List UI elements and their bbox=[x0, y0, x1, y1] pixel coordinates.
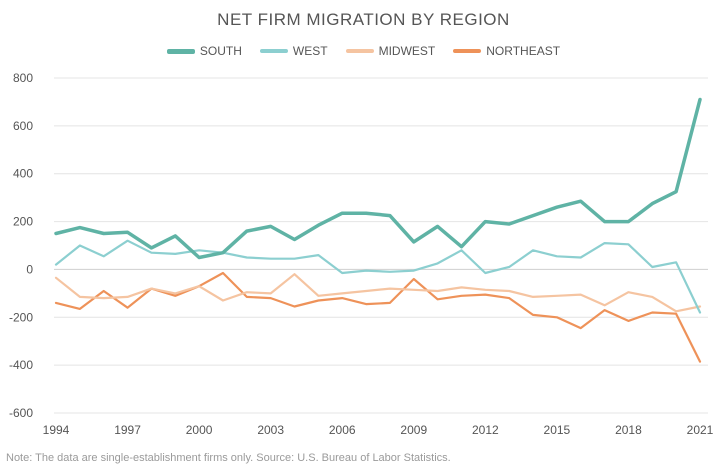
series-line-south bbox=[54, 97, 702, 260]
series-line-midwest bbox=[54, 273, 702, 313]
y-tick-label: -200 bbox=[9, 310, 33, 324]
y-tick-label: 600 bbox=[13, 119, 33, 133]
legend-label-south: SOUTH bbox=[199, 44, 242, 58]
legend-label-midwest: MIDWEST bbox=[378, 44, 436, 58]
series-lines bbox=[54, 97, 702, 363]
y-tick-label: 800 bbox=[13, 71, 33, 85]
x-tick-label: 1997 bbox=[114, 423, 141, 437]
legend: SOUTH WEST MIDWEST NORTHEAST bbox=[0, 44, 727, 58]
legend-label-west: WEST bbox=[292, 44, 328, 58]
chart-title: NET FIRM MIGRATION BY REGION bbox=[217, 10, 510, 29]
x-tick-label: 2009 bbox=[400, 423, 427, 437]
x-tick-label: 2003 bbox=[257, 423, 284, 437]
y-tick-label: 200 bbox=[13, 215, 33, 229]
series-line-west bbox=[54, 239, 702, 314]
footnote: Note: The data are single-establishment … bbox=[6, 452, 451, 464]
y-tick-label: 0 bbox=[26, 262, 33, 276]
y-tick-label: -400 bbox=[9, 358, 33, 372]
x-tick-label: 2000 bbox=[186, 423, 213, 437]
gridlines bbox=[54, 77, 708, 414]
legend-item-midwest: MIDWEST bbox=[345, 44, 436, 58]
legend-swatch-northeast bbox=[453, 49, 482, 53]
legend-swatch-south bbox=[166, 48, 195, 54]
x-tick-label: 2006 bbox=[329, 423, 356, 437]
y-tick-label: 400 bbox=[13, 167, 33, 181]
series-line-northeast bbox=[54, 271, 702, 363]
legend-item-northeast: NORTHEAST bbox=[453, 44, 560, 58]
x-tick-label: 2012 bbox=[472, 423, 499, 437]
legend-swatch-midwest bbox=[345, 49, 374, 53]
y-tick-label: -600 bbox=[9, 406, 33, 420]
legend-item-south: SOUTH bbox=[166, 44, 242, 58]
x-tick-label: 2021 bbox=[687, 423, 714, 437]
x-tick-label: 2018 bbox=[615, 423, 642, 437]
legend-swatch-west bbox=[259, 49, 288, 53]
legend-label-northeast: NORTHEAST bbox=[486, 44, 561, 58]
legend-item-west: WEST bbox=[259, 44, 328, 58]
x-tick-label: 1994 bbox=[43, 423, 70, 437]
x-tick-label: 2015 bbox=[544, 423, 571, 437]
